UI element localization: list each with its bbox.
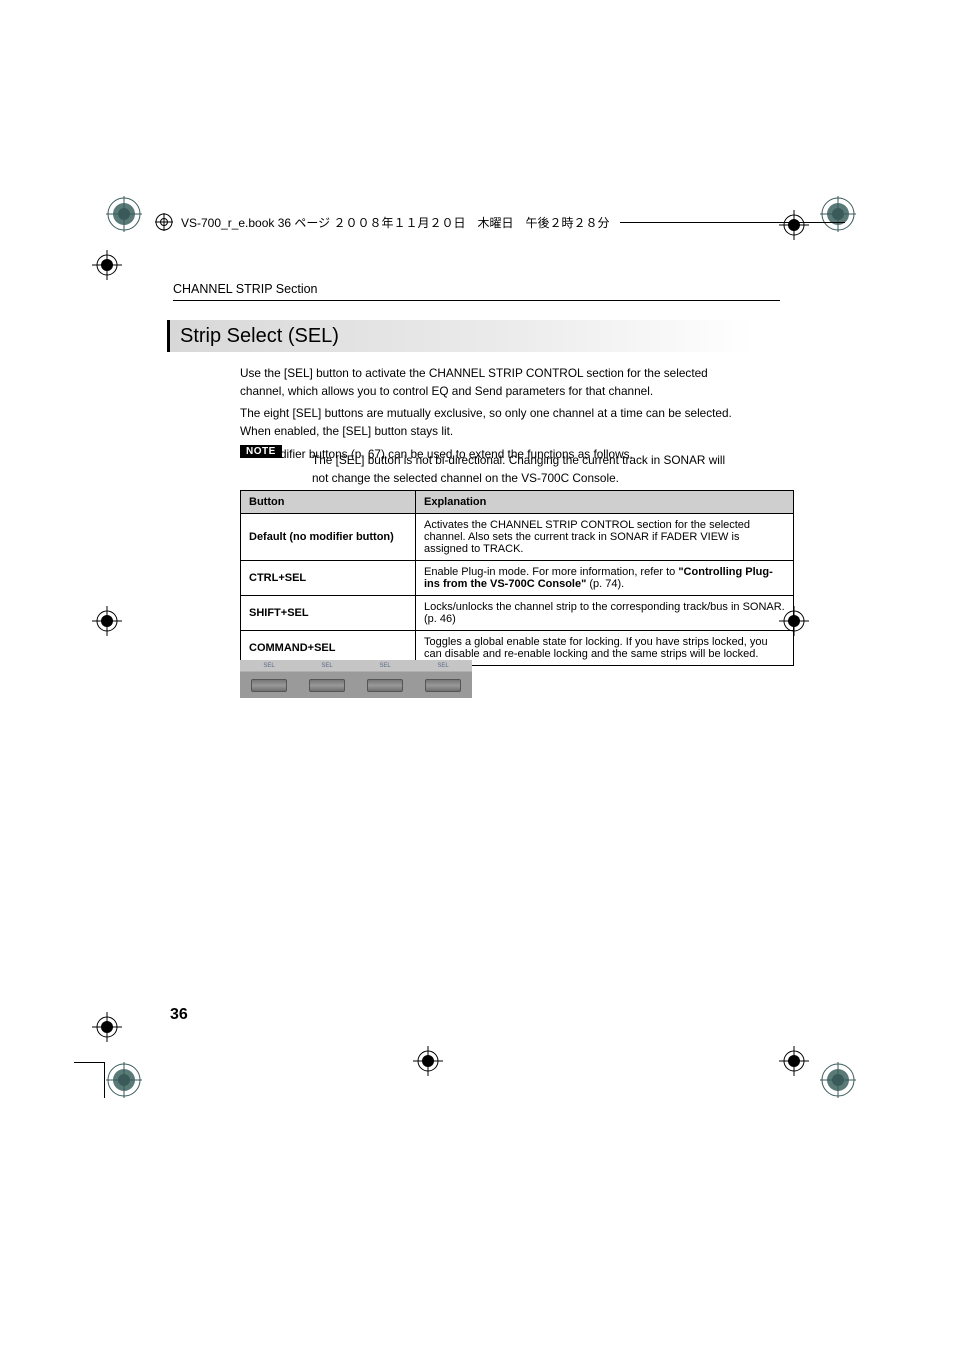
sel-button-strip: SEL SEL SEL SEL [240,660,472,698]
table-cell: Default (no modifier button) [241,514,416,561]
table-header: Explanation [416,491,794,514]
table-cell: Locks/unlocks the channel strip to the c… [416,596,794,631]
table-row: Default (no modifier button) Activates t… [241,514,794,561]
cell-text: (p. 74). [586,578,624,590]
doc-ribbon: VS-700_r_e.book 36 ページ ２００８年１１月２０日 木曜日 午… [155,213,845,231]
table-cell: Activates the CHANNEL STRIP CONTROL sect… [416,514,794,561]
reg-mark-tl [106,196,142,232]
sel-label: SEL [414,660,472,672]
table-cell: SHIFT+SEL [241,596,416,631]
sel-unit: SEL [240,660,298,698]
table-row: CTRL+SEL Enable Plug-in mode. For more i… [241,561,794,596]
table-cell: CTRL+SEL [241,561,416,596]
ribbon-text: VS-700_r_e.book 36 ページ ２００８年１１月２０日 木曜日 午… [181,214,610,231]
sel-button [425,679,461,692]
spine-icon [155,213,173,231]
table-cell: Toggles a global enable state for lockin… [416,631,794,666]
crosshair-icon [92,250,122,280]
reg-mark-br [820,1062,856,1098]
sel-unit: SEL [356,660,414,698]
note-text: The [SEL] button is not bi-directional. … [312,452,742,487]
sel-label: SEL [298,660,356,672]
page-title: Strip Select (SEL) [167,320,753,352]
sel-unit: SEL [298,660,356,698]
table-cell: Enable Plug-in mode. For more informatio… [416,561,794,596]
sel-button [309,679,345,692]
paragraph: Use the [SEL] button to activate the CHA… [240,365,735,400]
section-header: CHANNEL STRIP Section [173,282,318,296]
sel-label: SEL [356,660,414,672]
crosshair-icon [92,606,122,636]
table-row: SHIFT+SEL Locks/unlocks the channel stri… [241,596,794,631]
sel-button [251,679,287,692]
table-header: Button [241,491,416,514]
note-badge: NOTE [240,445,282,458]
reg-mark-bl [106,1062,142,1098]
page-number: 36 [170,1006,188,1024]
reference-table: Button Explanation Default (no modifier … [240,490,794,666]
cell-text: Enable Plug-in mode. For more informatio… [424,566,678,578]
paragraph: The eight [SEL] buttons are mutually exc… [240,405,735,440]
ribbon-rule [620,222,845,223]
crop-line [104,1062,105,1098]
crosshair-icon [413,1046,443,1076]
sel-unit: SEL [414,660,472,698]
crop-line [74,1062,104,1063]
crosshair-icon [92,1012,122,1042]
sel-label: SEL [240,660,298,672]
section-rule [173,300,780,301]
sel-button [367,679,403,692]
crosshair-icon [779,1046,809,1076]
